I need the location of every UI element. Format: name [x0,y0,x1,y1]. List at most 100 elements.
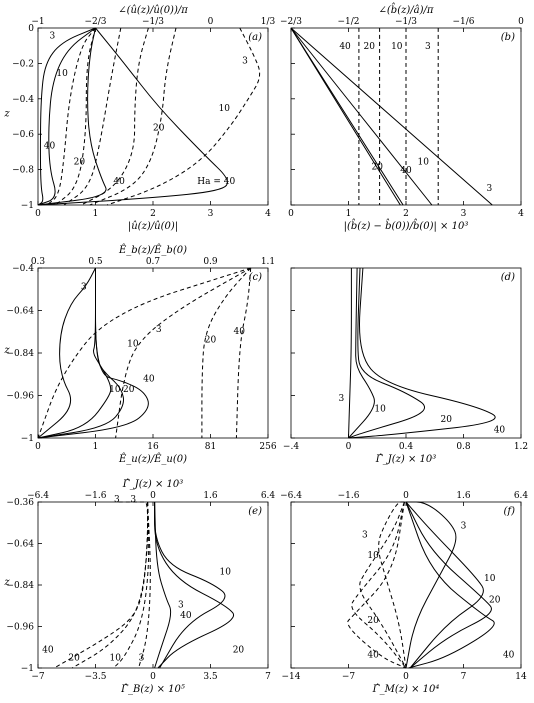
series-line-2 [37,27,107,206]
series-line-3 [37,27,228,206]
x2-tick-label: 6.4 [261,491,276,501]
x2-axis-label: ∠(b̂(z)/â)/π [379,3,434,16]
x-tick-label: 256 [259,442,276,452]
y-tick-label: 0 [28,24,34,34]
series-line-4 [378,501,407,669]
y-tick-label: −0.8 [12,166,34,176]
curve-label: 3 [338,394,344,404]
curve-label: 10 [374,404,386,414]
x-tick-label: 0 [35,442,41,452]
x2-tick-label: 1/3 [261,17,276,27]
x2-tick-label: −1/3 [142,17,164,27]
curve-label: 40 [113,177,125,187]
panel-label: (f) [503,506,515,517]
x-tick-label: 3 [208,209,214,219]
x-tick-label: −.4 [283,442,299,452]
y-tick-label: −0.96 [6,623,34,633]
plot-frame [37,501,269,669]
curve-label: 10 [418,157,430,167]
curve-label: 10 [391,42,403,52]
x-tick-label: 4 [518,209,524,219]
y-tick-label: −0.84 [6,581,34,591]
panel-label: (e) [248,506,262,517]
curve-label: 40 [494,426,506,436]
series-line-1 [405,501,484,669]
curve-label: 40 [400,166,412,176]
series-line-3 [290,27,493,206]
x-axis-label: |(b̂(z) − b̂(0))/b̂(0)| × 10³ [344,219,469,232]
series-line-7 [347,501,407,669]
y-tick-label: −0.84 [6,349,34,359]
panel-d: −.4 0 0.4 0.8 1.2 3 10 20 40 (d) Γ̂_J(z) × 10³ [283,267,528,465]
x2-tick-label: 6.4 [514,491,529,501]
y-tick-label: −0.36 [6,498,34,508]
curve-label: 3 [50,32,56,42]
series-line-5 [113,501,150,669]
x2-tick-label: 0 [208,17,214,27]
curve-label: 20 [233,645,245,655]
curve-label: Ha = 40 [197,177,235,187]
curve-label: 3 [425,42,431,52]
y-tick-label: −0.96 [6,392,34,402]
curve-label: 3 [130,495,136,505]
curve-label: 3 [156,325,162,335]
x-tick-label: 2 [150,209,156,219]
x2-tick-label: −1.6 [85,491,107,501]
x-tick-label: −14 [282,672,301,682]
series-line-6 [63,27,122,206]
x2-tick-label: 0.9 [203,257,218,267]
curve-label: 3 [114,495,120,505]
x-tick-label: 0 [288,209,294,219]
curve-label: 3 [242,56,248,66]
y-tick-label: −0.64 [6,307,34,317]
series-line-2 [405,501,492,669]
curve-label: 20 [367,616,379,626]
series-line-5 [54,27,96,206]
series-line-0 [405,501,457,669]
panel-f: −14 −7 0 7 14 −6.4 −1.6 0 1.6 6.4 3 10 20 40 3 10 20 40 (f… [280,491,528,695]
curve-label: 3 [461,522,467,532]
series-line-4 [46,27,96,206]
curve-label: 20 [74,157,86,167]
x-tick-label: 81 [205,442,216,452]
series-line-9 [106,27,261,206]
curve-label: 20 [441,415,453,425]
series-line-1 [37,268,112,439]
y-tick-label: −1 [21,434,34,444]
x-tick-label: 3.5 [203,672,218,682]
panel-label: (b) [501,32,515,43]
x-tick-label: 4 [265,209,271,219]
curve-label: 20 [68,654,80,664]
y-tick-label: −1 [21,664,34,674]
x-tick-label: 0.4 [399,442,414,452]
x-tick-label: −7 [342,672,356,682]
plot-frame [290,501,522,669]
series-line-2 [37,268,125,439]
x-tick-label: 1.2 [514,442,528,452]
x2-tick-label: 0.3 [31,257,46,267]
x-tick-label: 0.8 [456,442,471,452]
y-tick-label: −0.4 [12,264,34,274]
y-tick-label: −0.6 [12,130,34,140]
curve-label: 10 [109,654,121,664]
x-tick-label: 0 [150,672,156,682]
x2-tick-label: −1/3 [395,17,417,27]
curve-label: 10 [56,69,68,79]
curve-label: 40 [367,651,379,661]
x-axis-label: Γ̂_B(z) × 10⁵ [120,684,185,695]
x2-tick-label: −2/3 [84,17,106,27]
x-tick-label: −3.5 [85,672,107,682]
series-line-5 [115,267,251,439]
series-line-3 [53,501,149,669]
x2-tick-label: −1/2 [337,17,359,27]
panel-b: 0 1 2 3 4 −2/3 −1/2 −1/3 −1/6 0 40 20 10 3 20 40 10 3 (b) |… [280,3,524,232]
series-line-0 [37,267,96,439]
x2-tick-label: −2/3 [280,17,302,27]
x2-tick-label: −1.6 [338,491,360,501]
panel-e: −7 −3.5 0 3.5 7 −6.4 −1.6 0 1.6 6.4 −0.36 −0.64 −0.8… [3,479,275,695]
x-tick-label: 7 [265,672,271,682]
y-axis-label: z [3,345,10,356]
curve-label: 10 [109,385,121,395]
series-line-0 [348,268,352,439]
panel-label: (c) [249,272,263,283]
